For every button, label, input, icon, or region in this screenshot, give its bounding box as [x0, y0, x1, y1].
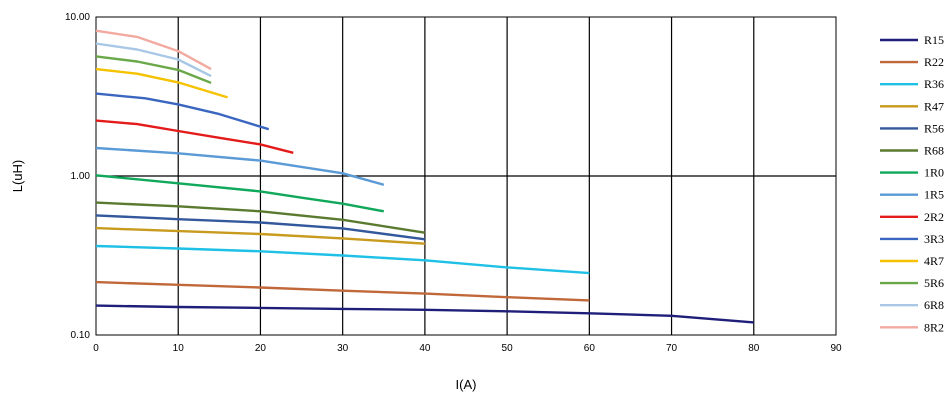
legend-item-r47: R47 — [880, 99, 944, 113]
series-line-1r0 — [95, 174, 385, 213]
y-tick-labels: 10.00 1.00 0.10 — [65, 12, 90, 341]
x-tick-label: 20 — [255, 343, 267, 354]
x-axis-title: I(A) — [456, 377, 477, 392]
x-tick-label: 10 — [173, 343, 185, 354]
series-line-3r3 — [95, 92, 270, 131]
x-tick-label: 0 — [93, 343, 99, 354]
legend-label: 4R7 — [924, 254, 944, 268]
legend-label: R56 — [924, 121, 944, 135]
legend-label: 5R6 — [924, 276, 944, 290]
y-tick-label: 10.00 — [65, 12, 90, 23]
legend-item-r36: R36 — [880, 77, 944, 91]
series-line-r15 — [95, 304, 754, 324]
series-line-r47 — [95, 226, 425, 245]
series-line-r36 — [95, 244, 590, 275]
legend-label: 1R5 — [924, 188, 944, 202]
x-tick-label: 50 — [502, 343, 514, 354]
legend-label: R15 — [924, 33, 944, 47]
legend-item-r56: R56 — [880, 121, 944, 135]
legend-item-8r2: 8R2 — [880, 320, 944, 334]
x-tick-label: 60 — [584, 343, 596, 354]
legend-label: R22 — [924, 55, 944, 69]
legend-label: 6R8 — [924, 298, 944, 312]
series-line-5r6 — [95, 55, 212, 85]
legend-label: R47 — [924, 99, 944, 113]
y-axis-title: L(uH) — [10, 160, 25, 193]
y-tick-label: 1.00 — [71, 171, 91, 182]
legend: R15 R22 R36 R47 R56 R68 1R0 1R5 2R2 3R3 4R7 5R6 6R8 8… — [880, 33, 944, 334]
x-tick-label: 90 — [830, 343, 842, 354]
legend-item-r68: R68 — [880, 144, 944, 158]
legend-label: 8R2 — [924, 320, 944, 334]
legend-item-5r6: 5R6 — [880, 276, 944, 290]
series-line-r68 — [95, 201, 426, 234]
x-tick-label: 80 — [748, 343, 760, 354]
series-lines — [95, 29, 754, 324]
x-tick-label: 40 — [419, 343, 431, 354]
series-line-r56 — [95, 214, 426, 241]
series-line-4r7 — [95, 67, 228, 99]
series-line-2r2 — [95, 119, 294, 154]
series-line-6r8 — [95, 42, 212, 78]
x-tick-labels: 0 10 20 30 40 50 60 70 80 90 — [93, 343, 842, 354]
series-line-1r5 — [95, 146, 385, 186]
series-line-8r2 — [95, 29, 212, 71]
legend-item-6r8: 6R8 — [880, 298, 944, 312]
legend-item-r22: R22 — [880, 55, 944, 69]
legend-item-2r2: 2R2 — [880, 210, 944, 224]
legend-item-1r0: 1R0 — [880, 166, 944, 180]
legend-item-3r3: 3R3 — [880, 232, 944, 246]
legend-label: R68 — [924, 144, 944, 158]
legend-item-4r7: 4R7 — [880, 254, 944, 268]
x-tick-label: 30 — [337, 343, 349, 354]
legend-label: 3R3 — [924, 232, 944, 246]
legend-label: R36 — [924, 77, 944, 91]
legend-label: 1R0 — [924, 166, 944, 180]
legend-item-1r5: 1R5 — [880, 188, 944, 202]
x-tick-label: 70 — [666, 343, 678, 354]
legend-label: 2R2 — [924, 210, 944, 224]
series-line-r22 — [95, 280, 590, 302]
legend-item-r15: R15 — [880, 33, 944, 47]
y-tick-label: 0.10 — [71, 330, 91, 341]
